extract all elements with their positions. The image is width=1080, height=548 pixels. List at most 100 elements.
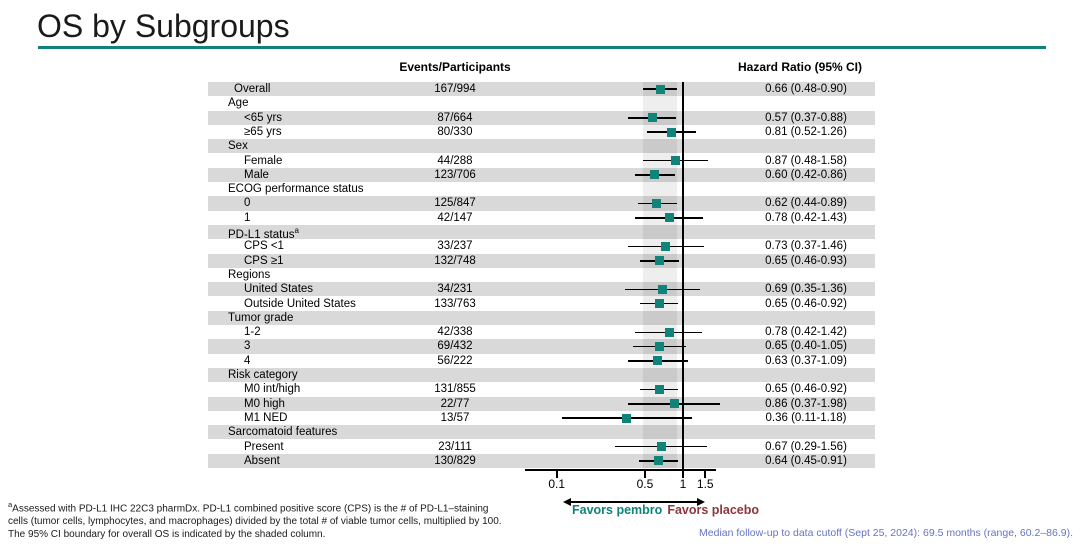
favors-arrow <box>570 501 697 503</box>
hr-marker <box>664 327 674 337</box>
events-value: 125/847 <box>434 197 476 210</box>
hazard-ratio-value: 0.65 (0.46-0.93) <box>765 254 847 267</box>
row-band <box>208 425 875 440</box>
reference-line <box>682 82 684 471</box>
row-band <box>208 110 875 125</box>
hazard-ratio-value: 0.60 (0.42-0.86) <box>765 168 847 181</box>
row-label: <65 yrs <box>244 111 283 124</box>
row-label: Regions <box>228 268 271 281</box>
row-band <box>208 82 875 97</box>
events-value: 69/432 <box>437 340 473 353</box>
hr-marker <box>670 399 680 409</box>
row-label: United States <box>244 283 314 296</box>
events-value: 22/77 <box>440 397 470 410</box>
column-header-hazard-ratio: Hazard Ratio (95% CI) <box>737 60 863 74</box>
hazard-ratio-value: 0.62 (0.44-0.89) <box>765 197 847 210</box>
axis-tick-label: 0.1 <box>548 477 566 491</box>
hazard-ratio-value: 0.67 (0.29-1.56) <box>765 440 847 453</box>
row-label: 0 <box>244 197 251 210</box>
events-value: 80/330 <box>437 125 473 138</box>
hr-marker <box>654 299 664 309</box>
row-label: CPS <1 <box>244 240 284 253</box>
axis-tick <box>555 471 558 478</box>
row-label: Present <box>244 440 284 453</box>
row-band <box>208 396 875 411</box>
hr-marker <box>654 456 664 466</box>
footnote-line-1: aAssessed with PD-L1 IHC 22C3 pharmDx. P… <box>8 500 489 515</box>
row-band <box>208 225 875 240</box>
x-axis-line <box>525 469 716 471</box>
favors-placebo-label: Favors placebo <box>667 503 760 517</box>
hazard-ratio-value: 0.65 (0.46-0.92) <box>765 297 847 310</box>
hazard-ratio-value: 0.63 (0.37-1.09) <box>765 354 847 367</box>
hr-marker <box>664 213 674 223</box>
row-band <box>208 368 875 383</box>
events-value: 56/222 <box>437 354 473 367</box>
events-value: 123/706 <box>434 168 476 181</box>
row-label: Overall <box>234 83 271 95</box>
axis-tick <box>704 471 707 478</box>
events-value: 44/288 <box>437 154 473 167</box>
axis-tick-label: 0.5 <box>636 477 654 491</box>
axis-tick-label: 1 <box>679 477 687 491</box>
row-label: ECOG performance status <box>228 183 364 196</box>
row-label: Sex <box>228 140 248 153</box>
hr-marker <box>653 356 663 366</box>
hazard-ratio-value: 0.66 (0.48-0.90) <box>765 83 847 95</box>
row-label: Tumor grade <box>228 311 294 324</box>
footnote-line-3: The 95% CI boundary for overall OS is in… <box>8 528 326 540</box>
hr-marker <box>655 84 665 94</box>
row-band <box>208 253 875 268</box>
arrow-left-icon <box>563 498 571 506</box>
row-label: Outside United States <box>244 297 356 310</box>
hazard-ratio-value: 0.65 (0.40-1.05) <box>765 340 847 353</box>
row-label: M1 NED <box>244 411 288 424</box>
row-band <box>208 167 875 183</box>
row-band <box>208 453 875 469</box>
row-label: Risk category <box>228 369 298 381</box>
hazard-ratio-value: 0.78 (0.42-1.42) <box>765 326 847 339</box>
row-label: Female <box>244 154 283 167</box>
hazard-ratio-value: 0.57 (0.37-0.88) <box>765 111 847 124</box>
page-title: OS by Subgroups <box>37 8 290 44</box>
favors-labels: Favors pembro Favors placebo <box>572 503 759 517</box>
hazard-ratio-value: 0.87 (0.48-1.58) <box>765 154 847 167</box>
hr-marker <box>652 199 662 209</box>
hazard-ratio-value: 0.86 (0.37-1.98) <box>765 397 847 410</box>
hazard-ratio-value: 0.81 (0.52-1.26) <box>765 125 847 138</box>
events-value: 33/237 <box>437 240 473 253</box>
row-label: Male <box>244 168 269 181</box>
hr-marker <box>656 442 666 452</box>
axis-tick <box>644 471 646 478</box>
events-value: 167/994 <box>434 83 476 95</box>
hazard-ratio-value: 0.65 (0.46-0.92) <box>765 383 847 396</box>
title-underline <box>38 46 1046 49</box>
row-label: ≥65 yrs <box>244 125 282 138</box>
label-superscript: a <box>294 226 299 235</box>
axis-tick <box>682 471 684 478</box>
row-band <box>208 282 875 297</box>
events-value: 42/147 <box>437 211 473 224</box>
arrow-right-icon <box>697 498 705 506</box>
row-band <box>208 196 875 211</box>
events-value: 13/57 <box>440 411 470 424</box>
hr-marker <box>647 113 657 123</box>
row-band <box>208 339 875 354</box>
footnote-superscript: a <box>8 500 13 509</box>
row-label: M0 high <box>244 397 285 410</box>
row-band <box>208 310 875 326</box>
hr-marker <box>670 156 680 166</box>
footnote: aAssessed with PD-L1 IHC 22C3 pharmDx. P… <box>8 499 502 542</box>
events-value: 34/231 <box>437 283 473 296</box>
column-header-events: Events/Participants <box>399 60 511 74</box>
events-value: 132/748 <box>434 254 476 267</box>
events-value: 87/664 <box>437 111 473 124</box>
row-label: 3 <box>244 340 251 353</box>
hazard-ratio-value: 0.36 (0.11-1.18) <box>765 411 847 424</box>
hr-marker <box>654 384 664 394</box>
events-value: 130/829 <box>434 454 476 467</box>
events-value: 42/338 <box>437 326 473 339</box>
hr-marker <box>661 241 671 251</box>
hr-marker <box>622 413 632 423</box>
